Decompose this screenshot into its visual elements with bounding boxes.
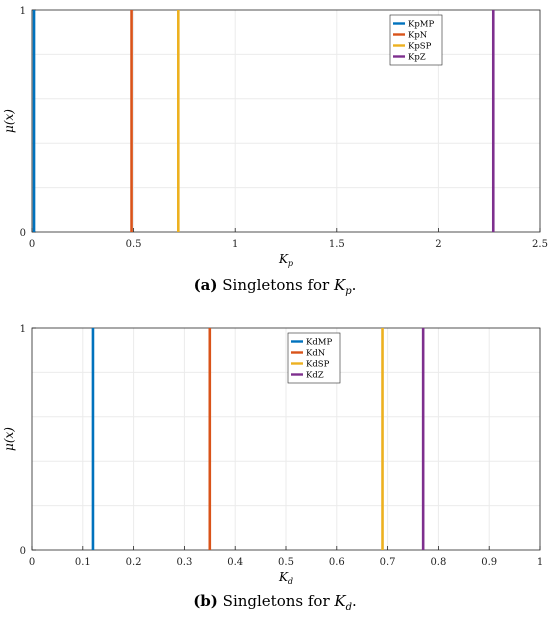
y-tick-label: 0: [20, 546, 26, 557]
legend-label: KpN: [408, 31, 428, 41]
x-tick-label: 0.7: [380, 557, 396, 568]
x-axis-label: Kd: [278, 570, 293, 586]
x-tick-label: 0.3: [176, 557, 192, 568]
x-tick-label: 0: [29, 557, 35, 568]
x-tick-label: 0.4: [227, 557, 243, 568]
legend-label: KdN: [306, 349, 326, 359]
x-tick-label: 2: [435, 239, 441, 250]
grid: [31, 328, 541, 550]
x-tick-label: 2.5: [532, 239, 548, 250]
x-tick-label: 0.1: [75, 557, 91, 568]
x-tick-label: 1: [537, 557, 543, 568]
x-tick-label: 1.5: [329, 239, 345, 250]
legend-label: KdMP: [306, 338, 332, 348]
legend-label: KdZ: [306, 371, 324, 381]
y-tick-label: 1: [20, 6, 26, 17]
x-tick-label: 0.8: [430, 557, 446, 568]
legend-label: KpSP: [408, 42, 432, 52]
x-tick-label: 0.2: [126, 557, 142, 568]
x-tick-label: 0.5: [278, 557, 294, 568]
x-tick-label: 0.6: [329, 557, 345, 568]
y-axis-label: μ(x): [2, 109, 16, 133]
x-tick-label: 1: [232, 239, 238, 250]
legend-label: KpZ: [408, 53, 426, 63]
legend-label: KpMP: [408, 20, 434, 30]
x-axis-label: Kp: [278, 252, 293, 268]
x-tick-label: 0.5: [126, 239, 142, 250]
x-tick-label: 0: [29, 239, 35, 250]
caption-kp: (a) Singletons for Kp.: [193, 276, 357, 297]
grid: [31, 10, 541, 232]
y-tick-label: 0: [20, 228, 26, 239]
x-tick-label: 0.9: [481, 557, 497, 568]
caption-kd: (b) Singletons for Kd.: [193, 592, 357, 613]
chart-kd: 0 0.1 0.2 0.3 0.4 0.5 0.6 0.7 0.8 0.9 1 0 1 Kd μ(x) KdM…: [2, 324, 543, 586]
y-tick-label: 1: [20, 324, 26, 335]
y-axis-label: μ(x): [2, 427, 16, 451]
plot-frame: [31, 9, 541, 233]
legend-label: KdSP: [306, 360, 330, 370]
